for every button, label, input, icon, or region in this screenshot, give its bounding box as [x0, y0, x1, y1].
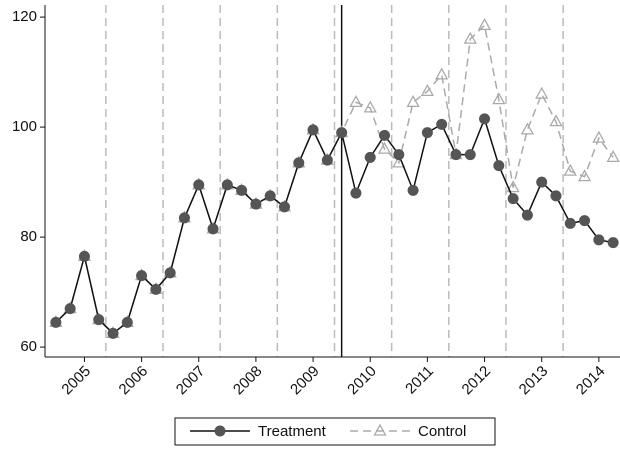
- legend-marker: [373, 423, 387, 436]
- marker: [606, 150, 620, 162]
- marker: [407, 184, 419, 196]
- marker: [520, 122, 535, 135]
- marker: [507, 193, 519, 205]
- marker: [78, 250, 90, 262]
- marker: [577, 169, 592, 182]
- marker: [450, 149, 462, 161]
- marker: [564, 217, 576, 229]
- legend-label: Control: [418, 423, 466, 440]
- marker: [364, 151, 376, 163]
- x-tick-label: 2008: [230, 363, 266, 399]
- marker: [479, 113, 491, 125]
- marker: [420, 84, 434, 96]
- marker: [349, 95, 363, 107]
- marker: [550, 190, 562, 202]
- marker: [477, 18, 492, 30]
- marker: [278, 201, 290, 213]
- y-tick-label: 100: [12, 118, 37, 135]
- marker: [336, 127, 348, 139]
- x-tick-label: 2005: [58, 363, 94, 399]
- marker: [350, 187, 362, 199]
- marker: [379, 129, 391, 141]
- marker: [492, 92, 506, 105]
- marker: [164, 267, 176, 279]
- marker: [421, 127, 433, 139]
- legend-marker: [214, 425, 226, 437]
- marker: [593, 234, 605, 246]
- x-tick-label: 2007: [173, 363, 209, 399]
- series-line: [55, 116, 614, 335]
- marker: [377, 141, 392, 154]
- x-tick-label: 2012: [459, 363, 495, 399]
- marker: [293, 157, 305, 169]
- marker: [549, 114, 563, 127]
- marker: [221, 179, 233, 191]
- marker: [264, 190, 276, 202]
- marker: [236, 184, 248, 196]
- y-tick-label: 120: [12, 8, 37, 25]
- marker: [393, 149, 405, 161]
- marker: [50, 316, 62, 328]
- y-tick-label: 60: [20, 338, 37, 355]
- marker: [435, 67, 449, 80]
- marker: [579, 215, 591, 227]
- x-tick-label: 2014: [573, 363, 609, 399]
- marker: [363, 100, 377, 113]
- x-tick-label: 2010: [344, 363, 380, 399]
- marker: [207, 223, 219, 235]
- marker: [607, 237, 619, 249]
- x-tick-label: 2009: [287, 363, 323, 399]
- legend-label: Treatment: [258, 423, 327, 440]
- marker: [250, 198, 262, 210]
- marker: [136, 270, 148, 282]
- marker: [193, 179, 205, 191]
- marker: [64, 303, 76, 315]
- marker: [493, 160, 505, 172]
- marker: [150, 283, 162, 295]
- marker: [521, 209, 533, 221]
- x-tick-label: 2013: [516, 363, 552, 399]
- x-tick-label: 2011: [402, 363, 437, 398]
- marker: [463, 31, 477, 44]
- marker: [592, 130, 606, 143]
- marker: [506, 180, 520, 193]
- marker: [93, 314, 105, 326]
- x-tick-label: 2006: [116, 363, 152, 399]
- y-tick-label: 80: [20, 228, 37, 245]
- marker: [536, 176, 548, 188]
- marker: [321, 154, 333, 166]
- marker: [178, 212, 190, 224]
- marker: [307, 124, 319, 136]
- marker: [436, 118, 448, 130]
- marker: [563, 163, 577, 176]
- marker: [464, 149, 476, 161]
- marker: [406, 95, 420, 107]
- marker: [121, 316, 133, 328]
- marker: [535, 86, 549, 99]
- marker: [107, 327, 119, 339]
